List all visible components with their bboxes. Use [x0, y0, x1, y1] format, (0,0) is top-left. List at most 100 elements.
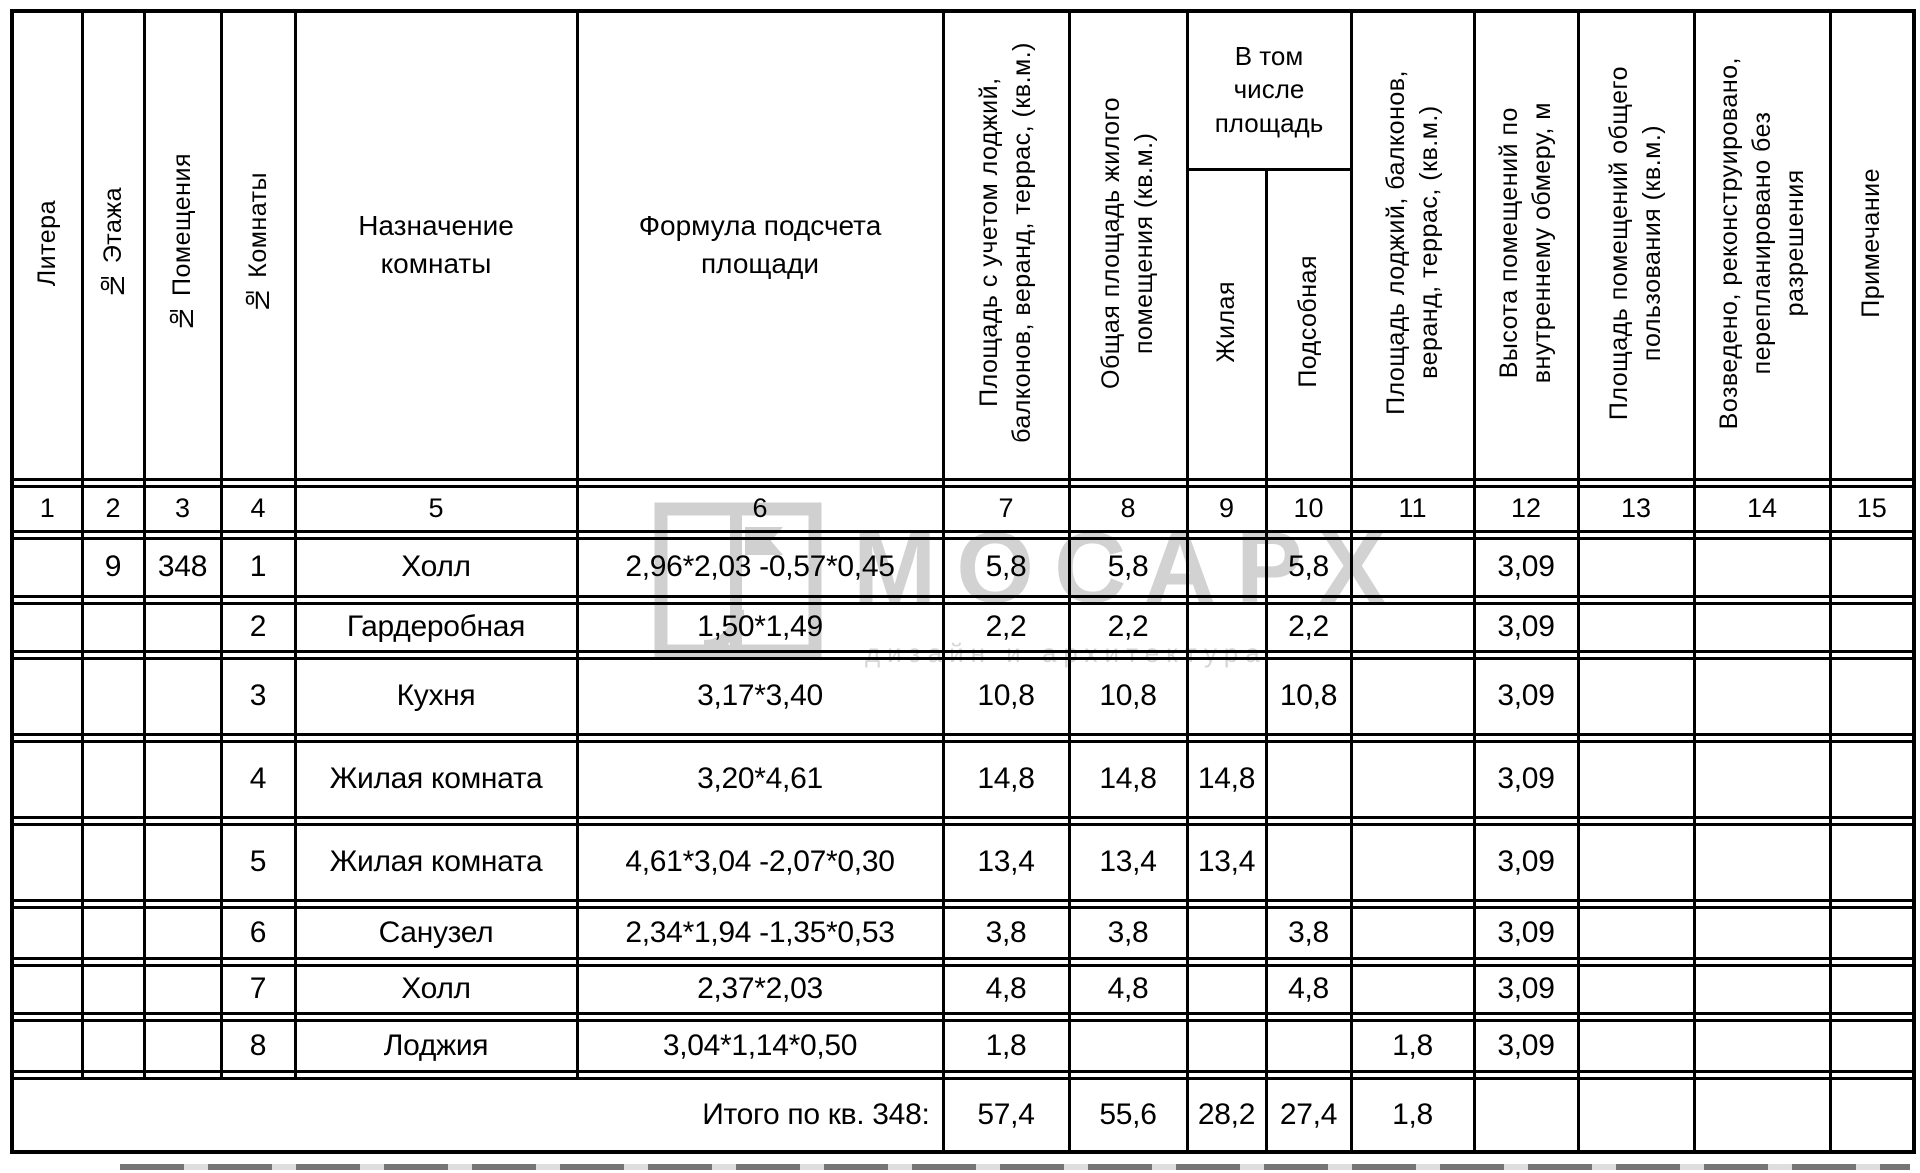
table-row: 9 348 1 Холл 2,96*2,03 -0,57*0,45 5,8 5,8 5,8 3,…	[10, 536, 1916, 598]
gap-cell	[1185, 732, 1268, 743]
area-explication-table: Литера № Этажа № Помещения № Комнаты Наз…	[10, 9, 1916, 1154]
gap-cell	[10, 1011, 84, 1022]
gap-cell	[293, 815, 579, 826]
gap-cell	[1576, 477, 1696, 488]
gap-cell	[219, 1011, 297, 1022]
data-cell: Санузел	[293, 905, 579, 960]
column-number-cell: 2	[80, 484, 146, 533]
gap-cell	[1264, 1069, 1353, 1080]
gap-cell	[1692, 1069, 1832, 1080]
gap-cell	[941, 732, 1071, 743]
gap-cell	[142, 815, 223, 826]
table-row: 4 Жилая комната 3,20*4,61 14,8 14,8 14,8 3,09	[10, 739, 1916, 819]
data-cell: 3	[219, 656, 297, 736]
data-cell: 1,50*1,49	[575, 601, 945, 653]
gap-cell	[1349, 1011, 1476, 1022]
column-number-cell: 14	[1692, 484, 1832, 533]
col-header-total-living-area-label: Общая площадь жилого помещения (кв.м.)	[1097, 96, 1158, 389]
gap-cell	[1185, 529, 1268, 540]
gap-cell	[1264, 815, 1353, 826]
gap-cell	[80, 1011, 146, 1022]
gap-cell	[1185, 956, 1268, 967]
data-cell: 3,20*4,61	[575, 739, 945, 819]
data-cell: 6	[219, 905, 297, 960]
gap-cell	[1349, 1069, 1476, 1080]
gap-cell	[219, 815, 297, 826]
column-number-cell: 1	[10, 484, 84, 533]
gap-cell	[10, 956, 84, 967]
gap-cell	[1264, 956, 1353, 967]
gap-cell	[10, 1069, 84, 1080]
gap-cell	[1349, 815, 1476, 826]
gap-cell	[1067, 1011, 1189, 1022]
data-cell	[1264, 1018, 1353, 1073]
gap-cell	[1576, 956, 1696, 967]
data-cell	[1692, 739, 1832, 819]
gap-cell	[1692, 1011, 1832, 1022]
gap-cell	[80, 1069, 146, 1080]
data-cell: 4,8	[1264, 963, 1353, 1015]
data-cell	[1576, 822, 1696, 902]
gap-cell	[80, 898, 146, 909]
total-cell	[1576, 1076, 1696, 1154]
row-gap	[10, 1011, 1916, 1022]
col-header-loggia-area: Площадь лоджий, балконов, веранд, террас…	[1349, 9, 1476, 481]
data-cell	[1185, 963, 1268, 1015]
gap-cell	[941, 956, 1071, 967]
data-cell	[1067, 1018, 1189, 1073]
data-cell	[1349, 739, 1476, 819]
data-cell	[1349, 601, 1476, 653]
gap-cell	[1828, 649, 1916, 660]
gap-cell	[1692, 529, 1832, 540]
gap-cell	[1264, 732, 1353, 743]
data-cell: 13,4	[1067, 822, 1189, 902]
gap-cell	[941, 1011, 1071, 1022]
gap-cell	[1472, 1011, 1580, 1022]
data-cell: 10,8	[941, 656, 1071, 736]
gap-cell	[1264, 649, 1353, 660]
total-cell: 27,4	[1264, 1076, 1353, 1154]
data-cell: 4,8	[1067, 963, 1189, 1015]
gap-cell	[10, 594, 84, 605]
data-cell: 2,2	[1067, 601, 1189, 653]
gap-cell	[80, 529, 146, 540]
gap-cell	[142, 1069, 223, 1080]
col-header-area-with-loggias: Площадь с учетом лоджий, балконов, веран…	[941, 9, 1071, 481]
data-cell	[1692, 656, 1832, 736]
table-row: 2 Гардеробная 1,50*1,49 2,2 2,2 2,2 3,09	[10, 601, 1916, 653]
column-number-cell: 9	[1185, 484, 1268, 533]
gap-cell	[1576, 1011, 1696, 1022]
data-cell: 5	[219, 822, 297, 902]
data-cell	[1828, 963, 1916, 1015]
data-cell	[10, 739, 84, 819]
data-cell: Жилая комната	[293, 739, 579, 819]
data-cell: 5,8	[941, 536, 1071, 598]
gap-cell	[941, 1069, 1071, 1080]
gap-cell	[1828, 477, 1916, 488]
gap-cell	[575, 477, 945, 488]
gap-cell	[1264, 1011, 1353, 1022]
gap-cell	[1185, 1011, 1268, 1022]
data-cell	[10, 601, 84, 653]
gap-cell	[142, 732, 223, 743]
gap-cell	[219, 732, 297, 743]
gap-cell	[219, 956, 297, 967]
gap-cell	[941, 649, 1071, 660]
data-cell: 3,09	[1472, 601, 1580, 653]
data-cell	[1692, 536, 1832, 598]
gap-cell	[1185, 649, 1268, 660]
data-cell: Холл	[293, 536, 579, 598]
gap-cell	[1185, 477, 1268, 488]
column-number-cell: 4	[219, 484, 297, 533]
gap-cell	[80, 956, 146, 967]
gap-cell	[10, 477, 84, 488]
gap-cell	[293, 732, 579, 743]
gap-cell	[1828, 732, 1916, 743]
total-cell: 1,8	[1349, 1076, 1476, 1154]
gap-cell	[575, 649, 945, 660]
data-cell: 3,09	[1472, 905, 1580, 960]
data-cell: 2,2	[941, 601, 1071, 653]
gap-cell	[1067, 732, 1189, 743]
gap-cell	[1067, 1069, 1189, 1080]
